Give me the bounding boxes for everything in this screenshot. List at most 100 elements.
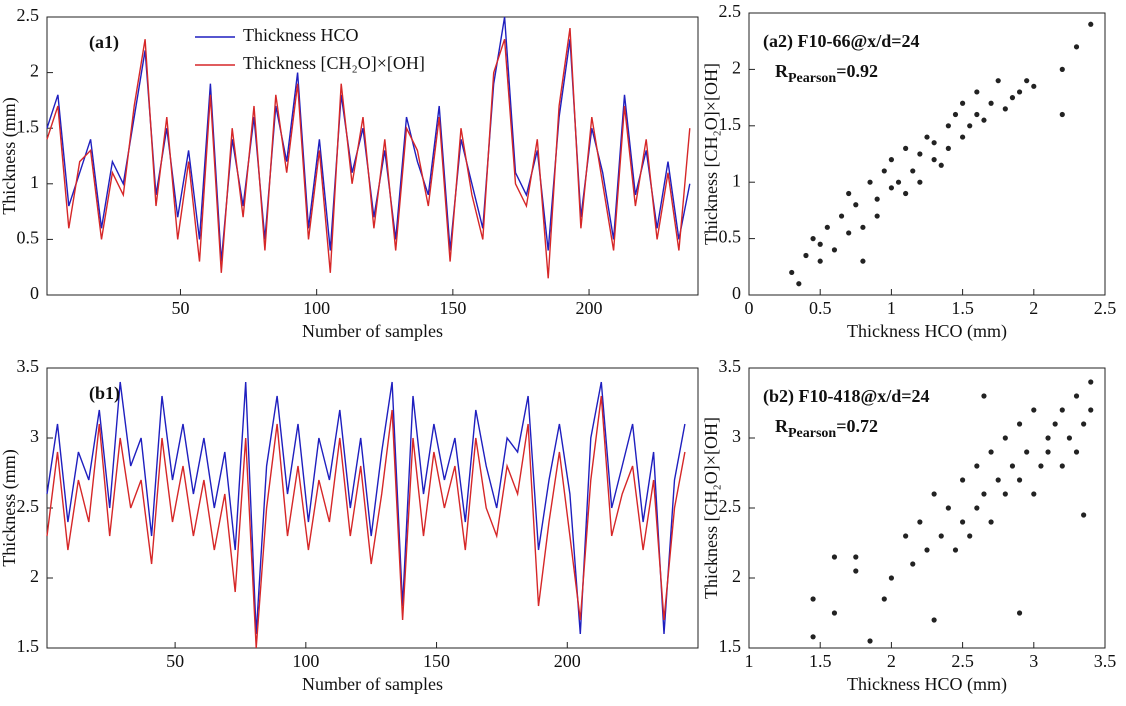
scatter-point xyxy=(1045,449,1051,455)
scatter-point xyxy=(960,477,966,483)
y-tick-label: 3 xyxy=(732,426,741,446)
scatter-point xyxy=(981,491,987,497)
x-tick-label: 50 xyxy=(166,651,184,671)
scatter-point xyxy=(931,157,937,163)
panel-label: (a1) xyxy=(89,32,119,53)
x-tick-label: 200 xyxy=(554,651,581,671)
data-line xyxy=(46,28,691,279)
scatter-point xyxy=(945,505,951,511)
y-axis-label: Thickness [CH₂O]×[OH] xyxy=(701,63,721,245)
plot-frame xyxy=(748,367,1106,649)
scatter-point xyxy=(1059,111,1065,118)
panel-label: (b2) F10-418@x/d=24 xyxy=(763,386,930,407)
y-tick-label: 0 xyxy=(30,283,39,303)
scatter-point xyxy=(1031,407,1037,413)
x-tick-label: 1.5 xyxy=(951,298,974,318)
x-tick-label: 1.5 xyxy=(809,651,832,671)
scatter-point xyxy=(1073,44,1080,50)
scatter-point xyxy=(995,477,1001,483)
y-tick-label: 0.5 xyxy=(719,227,742,247)
y-tick-label: 2 xyxy=(30,566,39,586)
x-tick-label: 2 xyxy=(1029,298,1038,318)
scatter-point xyxy=(867,179,873,185)
y-tick-label: 2.5 xyxy=(719,1,742,21)
scatter-point xyxy=(1081,512,1087,518)
scatter-point xyxy=(853,554,859,560)
x-axis-label: Number of samples xyxy=(302,321,443,341)
scatter-point xyxy=(1059,66,1065,72)
x-tick-label: 2.5 xyxy=(1094,298,1117,318)
scatter-point xyxy=(988,100,994,106)
scatter-point xyxy=(981,393,987,399)
scatter-point xyxy=(1002,106,1008,112)
plot-frame xyxy=(46,16,699,296)
scatter-point xyxy=(1073,393,1080,399)
scatter-point xyxy=(1081,421,1087,427)
scatter-point xyxy=(974,89,980,95)
scatter-point xyxy=(931,491,937,497)
scatter-point xyxy=(1016,610,1023,616)
scatter-point xyxy=(831,247,838,253)
scatter-point xyxy=(967,533,973,539)
scatter-point xyxy=(1038,463,1044,469)
scatter-point xyxy=(824,224,830,230)
r-pearson: RPearson=0.72 xyxy=(775,416,878,441)
r-subscript: Pearson xyxy=(788,71,836,86)
r-symbol: R xyxy=(775,61,789,81)
scatter-point xyxy=(881,596,887,602)
scatter-point xyxy=(1009,463,1016,469)
y-tick-label: 2.5 xyxy=(17,496,40,516)
scatter-point xyxy=(960,134,966,140)
y-axis-label: Thickness (mm) xyxy=(0,449,20,566)
scatter-point xyxy=(960,100,966,106)
scatter-point xyxy=(988,519,994,525)
legend-label: Thickness [CH₂O]×[OH] xyxy=(243,53,425,73)
scatter-point xyxy=(903,533,909,539)
panel-label: (a2) F10-66@x/d=24 xyxy=(763,31,920,52)
scatter-point xyxy=(817,258,823,264)
r-subscript: Pearson xyxy=(788,426,836,441)
r-pearson: RPearson=0.92 xyxy=(775,61,878,86)
scatter-point xyxy=(888,157,895,163)
scatter-point xyxy=(803,252,809,259)
y-tick-label: 2 xyxy=(732,566,741,586)
scatter-point xyxy=(995,78,1001,84)
scatter-point xyxy=(910,561,916,567)
scatter-point xyxy=(974,505,980,511)
scatter-point xyxy=(810,596,816,602)
y-axis-label: Thickness [CH₂O]×[OH] xyxy=(701,417,721,599)
y-tick-label: 2 xyxy=(30,61,39,81)
scatter-point xyxy=(910,168,916,174)
scatter-point xyxy=(952,547,959,553)
y-tick-label: 1 xyxy=(732,170,741,190)
scatter-point xyxy=(1059,407,1065,413)
scatter-point xyxy=(888,575,895,581)
scatter-point xyxy=(1031,83,1037,89)
scatter-point xyxy=(810,634,816,640)
x-axis-label: Number of samples xyxy=(302,674,443,694)
y-tick-label: 3.5 xyxy=(17,356,40,376)
scatter-point xyxy=(846,230,852,236)
scatter-point xyxy=(981,117,987,123)
y-tick-label: 1.5 xyxy=(17,636,40,656)
y-tick-label: 0 xyxy=(732,283,741,303)
y-tick-label: 1 xyxy=(30,172,39,192)
scatter-point xyxy=(853,202,859,208)
r-symbol: R xyxy=(775,416,789,436)
scatter-point xyxy=(867,638,873,644)
scatter-point xyxy=(796,281,802,287)
scatter-point xyxy=(924,547,930,553)
scatter-point xyxy=(838,213,845,219)
scatter-point xyxy=(903,145,909,151)
scatter-point xyxy=(952,111,959,118)
scatter-point xyxy=(974,111,980,118)
scatter-point xyxy=(945,123,951,129)
x-tick-label: 100 xyxy=(292,651,319,671)
scatter-point xyxy=(831,610,838,616)
scatter-point xyxy=(1066,435,1072,441)
scatter-point xyxy=(988,449,994,455)
scatter-point xyxy=(903,190,909,197)
x-tick-label: 150 xyxy=(423,651,450,671)
y-tick-label: 1.5 xyxy=(719,636,742,656)
